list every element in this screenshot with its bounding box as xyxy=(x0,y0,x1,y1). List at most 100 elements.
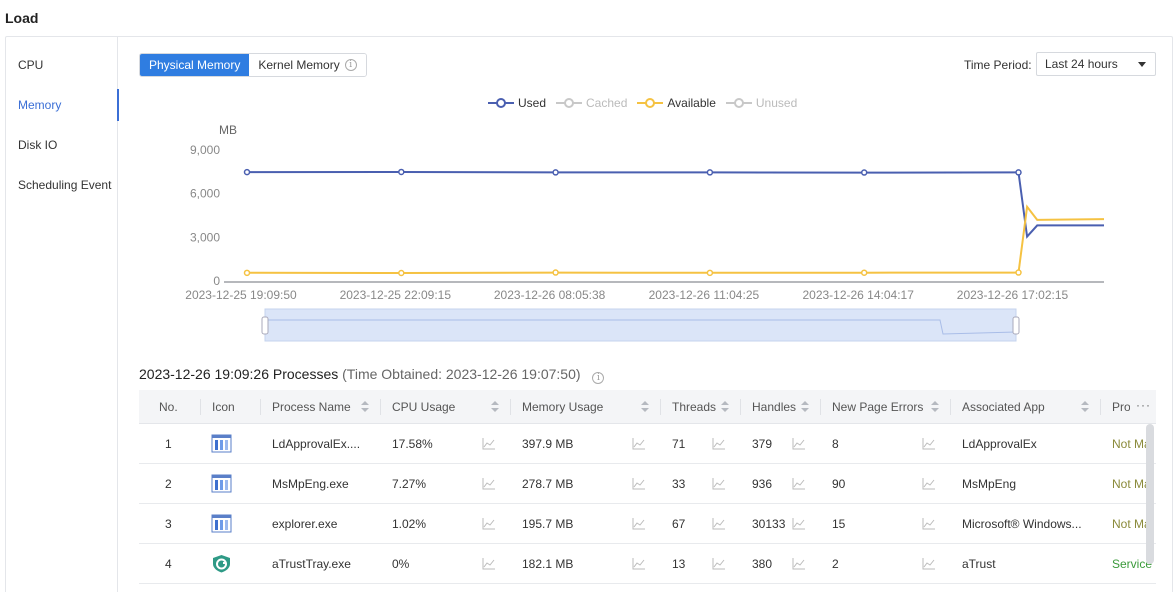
trend-chart-icon[interactable] xyxy=(482,518,496,530)
trend-chart-icon[interactable] xyxy=(922,518,936,530)
legend-label-used: Used xyxy=(518,96,547,110)
trend-chart-icon[interactable] xyxy=(482,478,496,490)
sidebar-item-scheduling-event[interactable]: Scheduling Event xyxy=(18,178,112,192)
threads-count: 33 xyxy=(672,477,686,491)
atrust-app-icon xyxy=(213,555,230,573)
legend-label-available: Available xyxy=(667,96,716,110)
window-app-icon xyxy=(211,434,232,453)
more-icon[interactable]: ··· xyxy=(1136,398,1151,412)
trend-chart-icon[interactable] xyxy=(792,558,806,570)
process-name: MsMpEng.exe xyxy=(272,477,349,491)
processes-title-text: 2023-12-26 19:09:26 Processes xyxy=(139,366,339,382)
legend-item-cached[interactable]: Cached xyxy=(556,96,627,110)
new-page-errors: 90 xyxy=(832,477,846,491)
data-point-used xyxy=(1015,169,1022,176)
sort-icon[interactable] xyxy=(641,401,649,413)
trend-chart-icon[interactable] xyxy=(792,478,806,490)
legend-marker-icon xyxy=(637,98,664,108)
column-header-handles[interactable]: Handles xyxy=(740,390,820,424)
table-row[interactable]: 1 LdApprovalEx.... 17.58% 397.9 MB 71 379 8 LdA… xyxy=(139,424,1156,464)
tab-kernel-memory[interactable]: Kernel Memory i xyxy=(249,54,366,76)
column-header-associated-app[interactable]: Associated App xyxy=(950,390,1100,424)
trend-chart-icon[interactable] xyxy=(712,478,726,490)
window-app-icon xyxy=(211,474,232,493)
table-row[interactable]: 4 aTrustTray.exe 0% 182.1 MB 13 380 2 aTrust Ser… xyxy=(139,544,1156,584)
trend-chart-icon[interactable] xyxy=(922,558,936,570)
sidebar: CPU Memory Disk IO Scheduling Event xyxy=(5,37,119,592)
y-tick-label: 0 xyxy=(213,274,220,288)
sort-icon[interactable] xyxy=(801,401,809,413)
associated-app: Microsoft® Windows... xyxy=(962,517,1082,531)
sidebar-item-memory[interactable]: Memory xyxy=(5,89,119,121)
trend-chart-icon[interactable] xyxy=(632,558,646,570)
data-point-available xyxy=(860,269,868,276)
trend-chart-icon[interactable] xyxy=(632,518,646,530)
new-page-errors: 8 xyxy=(832,437,839,451)
column-header-threads[interactable]: Threads xyxy=(660,390,740,424)
chart-legend: Used Cached Available Unused xyxy=(488,96,797,110)
handles-count: 379 xyxy=(752,437,773,451)
cpu-usage: 17.58% xyxy=(392,437,433,451)
legend-item-available[interactable]: Available xyxy=(637,96,716,110)
sort-icon[interactable] xyxy=(491,401,499,413)
column-header-process-name[interactable]: Process Name xyxy=(260,390,380,424)
trend-chart-icon[interactable] xyxy=(792,518,806,530)
cpu-usage: 7.27% xyxy=(392,477,427,491)
trend-chart-icon[interactable] xyxy=(792,438,806,450)
tab-physical-memory[interactable]: Physical Memory xyxy=(140,54,250,76)
trend-chart-icon[interactable] xyxy=(922,478,936,490)
memory-usage: 195.7 MB xyxy=(522,517,574,531)
trend-chart-icon[interactable] xyxy=(712,518,726,530)
sort-icon[interactable] xyxy=(361,401,369,413)
slider-handle-left[interactable] xyxy=(261,316,269,335)
row-number: 1 xyxy=(165,437,172,451)
data-point-used xyxy=(552,169,559,176)
data-point-available xyxy=(1015,269,1022,276)
data-point-available xyxy=(552,269,559,276)
trend-chart-icon[interactable] xyxy=(922,438,936,450)
trend-chart-icon[interactable] xyxy=(632,438,646,450)
process-name: LdApprovalEx.... xyxy=(272,437,361,451)
memory-usage: 182.1 MB xyxy=(522,557,574,571)
cpu-usage: 1.02% xyxy=(392,517,427,531)
trend-chart-icon[interactable] xyxy=(632,478,646,490)
sidebar-item-disk-io[interactable]: Disk IO xyxy=(18,138,58,152)
time-period-label: Time Period: xyxy=(964,58,1032,72)
threads-count: 71 xyxy=(672,437,686,451)
info-icon[interactable]: i xyxy=(344,59,357,71)
associated-app: MsMpEng xyxy=(962,477,1017,491)
trend-chart-icon[interactable] xyxy=(712,438,726,450)
legend-item-used[interactable]: Used xyxy=(488,96,546,110)
table-row[interactable]: 3 explorer.exe 1.02% 195.7 MB 67 30133 15 Micro… xyxy=(139,504,1156,544)
slider-handle-right[interactable] xyxy=(1012,316,1020,335)
sort-icon[interactable] xyxy=(931,401,939,413)
associated-app: aTrust xyxy=(962,557,996,571)
time-period-select[interactable]: Last 24 hours xyxy=(1036,52,1156,76)
legend-item-unused[interactable]: Unused xyxy=(725,96,797,110)
column-header-new-page-errors[interactable]: New Page Errors xyxy=(820,390,950,424)
time-range-slider[interactable] xyxy=(261,308,1020,342)
trend-chart-icon[interactable] xyxy=(712,558,726,570)
x-tick-label: 2023-12-26 17:02:15 xyxy=(957,288,1069,302)
trend-chart-icon[interactable] xyxy=(482,558,496,570)
data-point-used xyxy=(706,169,714,176)
process-name: explorer.exe xyxy=(272,517,338,531)
info-icon[interactable]: i xyxy=(592,372,605,384)
threads-count: 13 xyxy=(672,557,686,571)
sort-icon[interactable] xyxy=(1081,401,1089,413)
column-header-threads-label: Threads xyxy=(672,400,717,414)
y-axis-label: MB xyxy=(219,123,237,137)
column-header-cpu-usage[interactable]: CPU Usage xyxy=(380,390,510,424)
status-text: Not Mar xyxy=(1112,477,1152,491)
content-frame xyxy=(5,36,1173,592)
column-header-cpu-usage-label: CPU Usage xyxy=(392,400,456,414)
trend-chart-icon[interactable] xyxy=(482,438,496,450)
sidebar-item-cpu[interactable]: CPU xyxy=(18,58,44,72)
slider-preview-line xyxy=(265,319,1017,335)
sort-icon[interactable] xyxy=(721,401,729,413)
column-header-memory-usage[interactable]: Memory Usage xyxy=(510,390,660,424)
x-tick-label: 2023-12-25 19:09:50 xyxy=(185,288,297,302)
table-row[interactable]: 2 MsMpEng.exe 7.27% 278.7 MB 33 936 90 MsMpEng N… xyxy=(139,464,1156,504)
table-scrollbar[interactable] xyxy=(1146,424,1154,564)
window-app-icon xyxy=(211,514,232,533)
